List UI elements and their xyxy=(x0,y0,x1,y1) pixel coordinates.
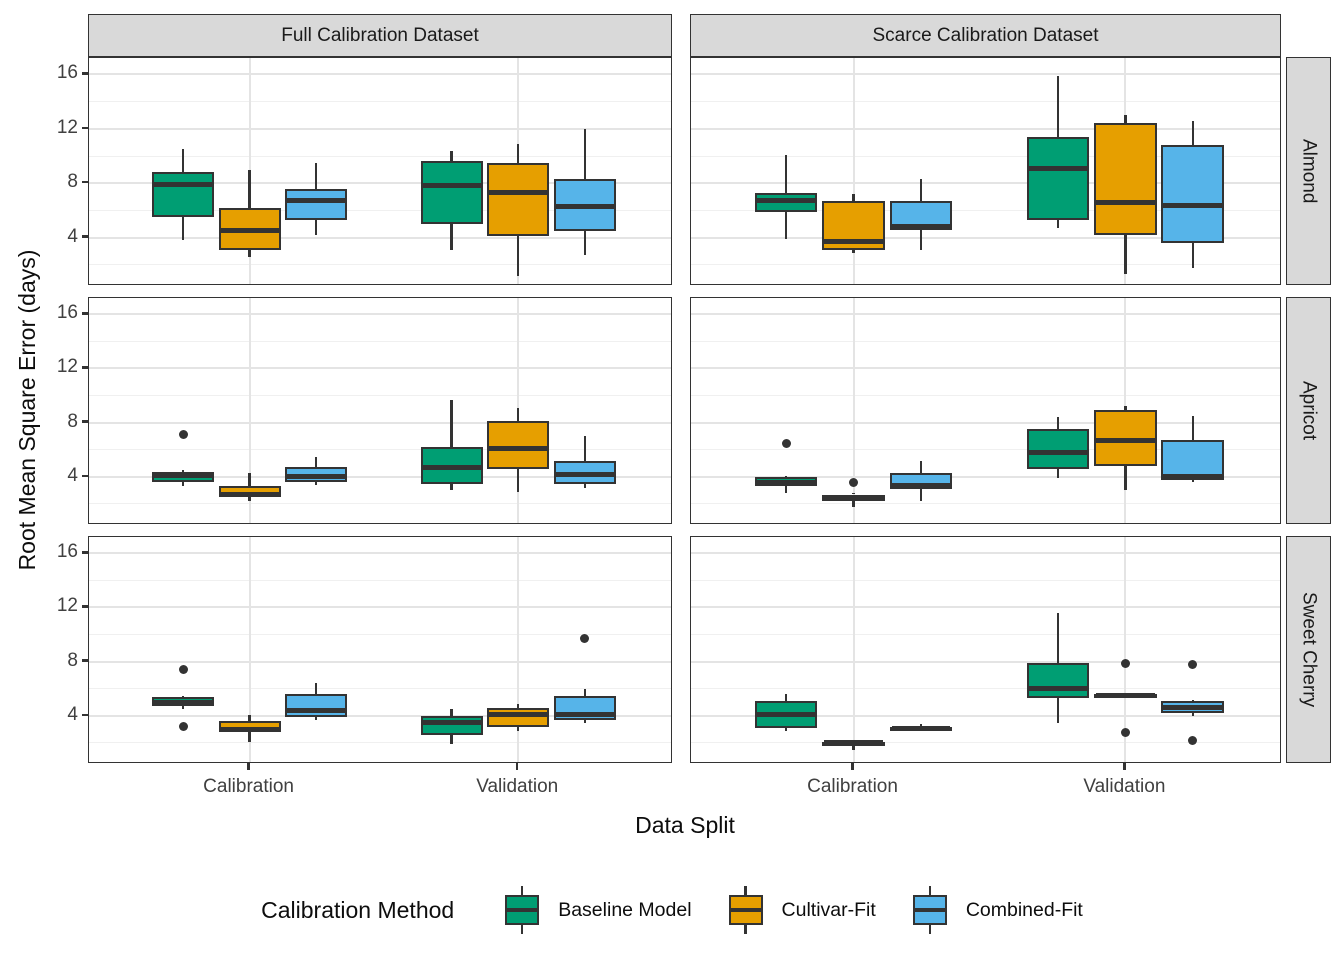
key-whisker-top xyxy=(928,886,932,895)
outlier-point xyxy=(1188,659,1198,669)
legend-label: Combined-Fit xyxy=(965,898,1083,921)
boxplot-box xyxy=(285,694,348,718)
key-whisker-bottom xyxy=(520,925,524,934)
facet-strip-scarce-dataset: Scarce Calibration Dataset xyxy=(690,14,1281,57)
key-whisker-top xyxy=(744,886,747,895)
y-tick-label: 8 xyxy=(67,649,78,671)
key-median-line xyxy=(914,908,945,912)
boxplot-key-icon xyxy=(910,886,950,934)
outlier-point xyxy=(178,430,188,440)
key-whisker-top xyxy=(520,886,524,895)
outlier-point xyxy=(1188,735,1198,745)
legend-item-baseline-model: Baseline Model xyxy=(502,886,692,934)
boxplot-key-icon xyxy=(726,886,766,934)
facet-strip-label: Almond xyxy=(1298,138,1320,204)
outlier-point xyxy=(178,665,188,675)
legend-item-combined-fit: Combined-Fit xyxy=(910,886,1083,934)
y-tick-label: 16 xyxy=(56,302,78,324)
key-whisker-bottom xyxy=(744,925,747,934)
panel-almond-col0 xyxy=(88,57,672,285)
facet-strip-sweet-cherry: Sweet Cherry xyxy=(1286,536,1331,763)
panel-sweet-cherry-col0 xyxy=(88,536,672,763)
boxplot-key-icon xyxy=(502,886,542,934)
outlier-point xyxy=(781,438,791,448)
outlier-point xyxy=(178,722,188,732)
boxplot-box xyxy=(487,707,550,727)
x-tick-label-calibration: Calibration xyxy=(203,776,294,797)
boxplot-box xyxy=(1161,440,1225,480)
legend-label: Cultivar-Fit xyxy=(781,898,876,921)
boxplot-box xyxy=(420,715,483,735)
key-median-line xyxy=(730,908,761,912)
panel-apricot-col0 xyxy=(88,297,672,524)
legend-title: Calibration Method xyxy=(261,896,455,923)
x-tick-label-validation: Validation xyxy=(476,776,559,797)
key-box xyxy=(505,895,540,925)
panel-sweet-cherry-col1 xyxy=(690,536,1281,763)
legend: Calibration Method Baseline Model Cultiv… xyxy=(0,878,1344,942)
x-tick-label-validation: Validation xyxy=(1083,776,1166,797)
facet-strip-label: Full Calibration Dataset xyxy=(281,24,479,46)
boxplot-box xyxy=(1094,123,1157,235)
outlier-point xyxy=(849,477,859,487)
boxplot-box xyxy=(1026,429,1090,469)
x-axis-title: Data Split xyxy=(635,812,735,838)
facet-strip-label: Scarce Calibration Dataset xyxy=(872,24,1099,46)
y-tick-label: 16 xyxy=(56,541,78,563)
y-tick-label: 4 xyxy=(67,464,78,486)
boxplot-box xyxy=(152,172,214,218)
facet-strip-label: Apricot xyxy=(1298,380,1320,441)
facet-strip-full-dataset: Full Calibration Dataset xyxy=(88,14,672,57)
y-tick-label: 12 xyxy=(56,116,78,138)
boxplot-box xyxy=(1161,145,1225,244)
y-tick-label: 12 xyxy=(56,356,78,378)
y-tick-label: 16 xyxy=(56,62,78,84)
y-tick-label: 4 xyxy=(67,225,78,247)
outlier-point xyxy=(1120,658,1130,668)
legend-label: Baseline Model xyxy=(558,898,692,921)
facet-strip-label: Sweet Cherry xyxy=(1298,591,1320,708)
y-axis-title: Root Mean Square Error (days) xyxy=(14,249,40,571)
boxplot-box xyxy=(420,161,483,225)
facet-strip-apricot: Apricot xyxy=(1286,297,1331,524)
key-whisker-bottom xyxy=(928,925,932,934)
boxplot-box xyxy=(487,162,550,237)
y-tick-label: 8 xyxy=(67,171,78,193)
y-tick-label: 8 xyxy=(67,410,78,432)
boxplot-box xyxy=(1026,663,1090,699)
key-box xyxy=(728,895,763,925)
boxplot-box xyxy=(285,188,348,220)
x-tick-label-calibration: Calibration xyxy=(807,776,898,797)
boxplot-box xyxy=(487,421,550,469)
panel-apricot-col1 xyxy=(690,297,1281,524)
panel-almond-col1 xyxy=(690,57,1281,285)
facet-strip-almond: Almond xyxy=(1286,57,1331,285)
outlier-point xyxy=(1120,727,1130,737)
outlier-point xyxy=(580,634,590,644)
y-tick-label: 12 xyxy=(56,595,78,617)
legend-item-cultivar-fit: Cultivar-Fit xyxy=(726,886,876,934)
y-tick-label: 4 xyxy=(67,703,78,725)
key-median-line xyxy=(507,908,538,912)
boxplot-box xyxy=(1026,136,1090,220)
key-box xyxy=(912,895,947,925)
